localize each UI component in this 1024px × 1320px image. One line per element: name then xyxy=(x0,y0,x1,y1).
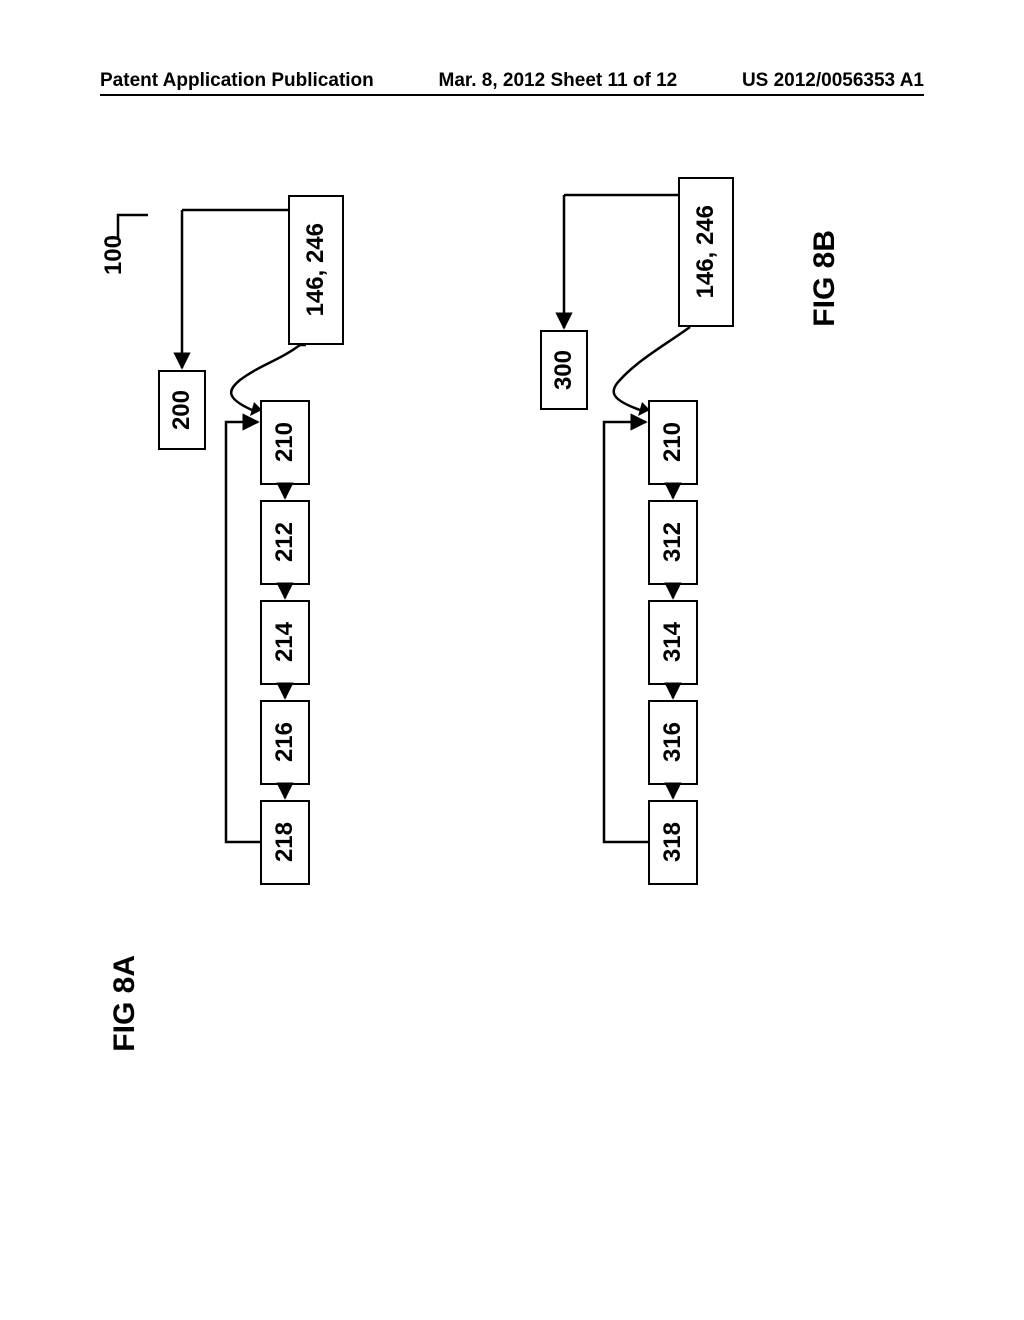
page: Patent Application Publication Mar. 8, 2… xyxy=(0,0,1024,1320)
diagram-svg xyxy=(0,0,1024,1320)
